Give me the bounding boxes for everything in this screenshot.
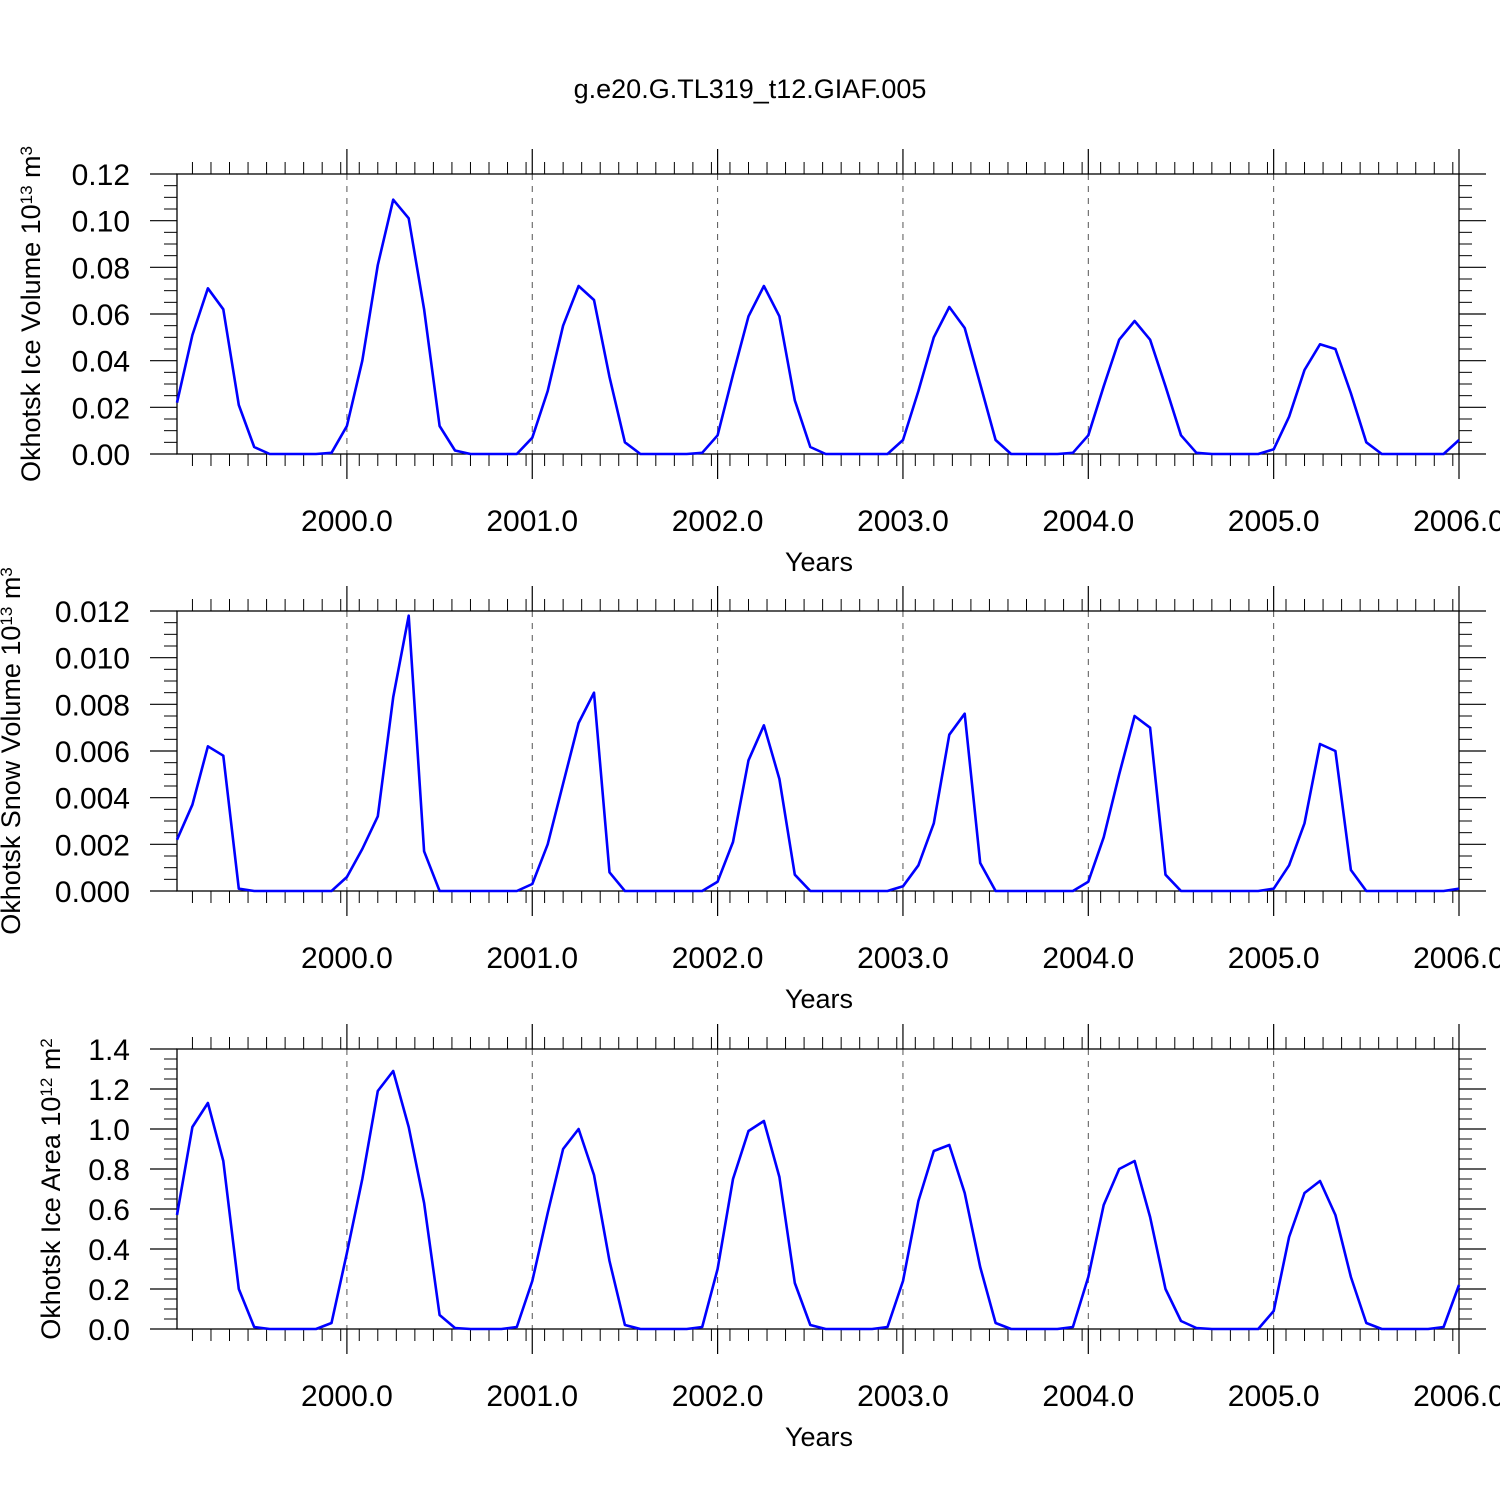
y-tick-label: 0.010 — [55, 643, 130, 676]
y-tick-label: 1.0 — [88, 1114, 130, 1147]
x-tick-label: 2001.0 — [486, 1380, 578, 1413]
plot-frame — [176, 610, 1460, 892]
x-tick-label: 2002.0 — [672, 1380, 764, 1413]
y-axis-label: Okhotsk Ice Volume 1013 m3 — [16, 146, 46, 482]
y-tick-label: 0.00 — [72, 439, 130, 472]
series-line — [175, 198, 1460, 456]
x-tick-label: 2005.0 — [1228, 942, 1320, 975]
y-axis-label-part: m — [0, 577, 26, 607]
y-tick-label: 1.4 — [88, 1034, 130, 1067]
panel-snow-volume: 2000.0 2001.0 2002.0 2003.0 2004.0 2005.0 2006… — [0, 567, 1500, 1014]
x-tick-label: 2002.0 — [672, 505, 764, 538]
x-tick-label: 2004.0 — [1042, 942, 1134, 975]
y-tick-label: 0.0 — [88, 1314, 130, 1347]
plot-frame — [176, 1048, 1460, 1330]
y-tick-label: 0.8 — [88, 1154, 130, 1187]
series-line — [175, 1069, 1461, 1331]
x-tick-label: 2000.0 — [301, 505, 393, 538]
x-axis-label: Years — [785, 547, 853, 577]
figure-title: g.e20.G.TL319_t12.GIAF.005 — [574, 74, 927, 104]
x-tick-label: 2006.0 — [1413, 942, 1500, 975]
y-axis-label-exponent: 12 — [37, 1078, 56, 1097]
y-tick-label: 0.12 — [72, 159, 130, 192]
y-tick-label: 0.4 — [88, 1234, 130, 1267]
y-axis-label-exponent: 3 — [0, 567, 16, 576]
y-axis-label: Okhotsk Snow Volume 1013 m3 — [0, 567, 26, 935]
y-tick-label: 0.008 — [55, 689, 130, 722]
x-tick-label: 2000.0 — [301, 942, 393, 975]
y-tick-label: 0.08 — [72, 252, 130, 285]
y-axis-label-part: m — [36, 1048, 66, 1078]
x-tick-label: 2004.0 — [1042, 505, 1134, 538]
y-tick-label: 0.012 — [55, 596, 130, 629]
y-tick-label: 0.2 — [88, 1274, 130, 1307]
x-tick-label: 2002.0 — [672, 942, 764, 975]
panel-ice-area: 2000.0 2001.0 2002.0 2003.0 2004.0 2005.0 2006… — [36, 1024, 1500, 1452]
y-tick-label: 0.10 — [72, 206, 130, 239]
x-axis-label: Years — [785, 984, 853, 1014]
y-tick-label: 0.6 — [88, 1194, 130, 1227]
y-axis-label-exponent: 13 — [0, 607, 16, 626]
y-tick-label: 0.004 — [55, 783, 130, 816]
y-axis-label-part: Okhotsk Ice Volume 10 — [16, 204, 46, 482]
y-tick-label: 0.006 — [55, 736, 130, 769]
x-tick-label: 2004.0 — [1042, 1380, 1134, 1413]
x-tick-label: 2006.0 — [1413, 505, 1500, 538]
x-tick-label: 2000.0 — [301, 1380, 393, 1413]
y-axis-label-exponent: 2 — [37, 1038, 56, 1047]
y-tick-label: 0.002 — [55, 829, 130, 862]
y-tick-label: 0.000 — [55, 876, 130, 909]
y-axis-label-exponent: 13 — [17, 185, 36, 204]
y-axis-label-exponent: 3 — [17, 146, 36, 155]
y-axis-label-part: Okhotsk Snow Volume 10 — [0, 626, 26, 935]
y-tick-label: 1.2 — [88, 1074, 130, 1107]
x-axis-label: Years — [785, 1422, 853, 1452]
series-line — [175, 614, 1460, 893]
x-tick-label: 2006.0 — [1413, 1380, 1500, 1413]
x-tick-label: 2005.0 — [1228, 1380, 1320, 1413]
panel-ice-volume: 2000.0 2001.0 2002.0 2003.0 2004.0 2005.0 2006… — [16, 146, 1500, 577]
y-tick-label: 0.02 — [72, 392, 130, 425]
y-axis-label-part: m — [16, 155, 46, 185]
y-axis-label: Okhotsk Ice Area 1012 m2 — [36, 1038, 66, 1340]
y-tick-label: 0.06 — [72, 299, 130, 332]
x-tick-label: 2003.0 — [857, 1380, 949, 1413]
x-tick-label: 2003.0 — [857, 505, 949, 538]
x-tick-label: 2005.0 — [1228, 505, 1320, 538]
x-tick-label: 2003.0 — [857, 942, 949, 975]
y-axis-label-part: Okhotsk Ice Area 10 — [36, 1097, 66, 1340]
x-tick-label: 2001.0 — [486, 505, 578, 538]
y-tick-label: 0.04 — [72, 346, 130, 379]
x-tick-label: 2001.0 — [486, 942, 578, 975]
